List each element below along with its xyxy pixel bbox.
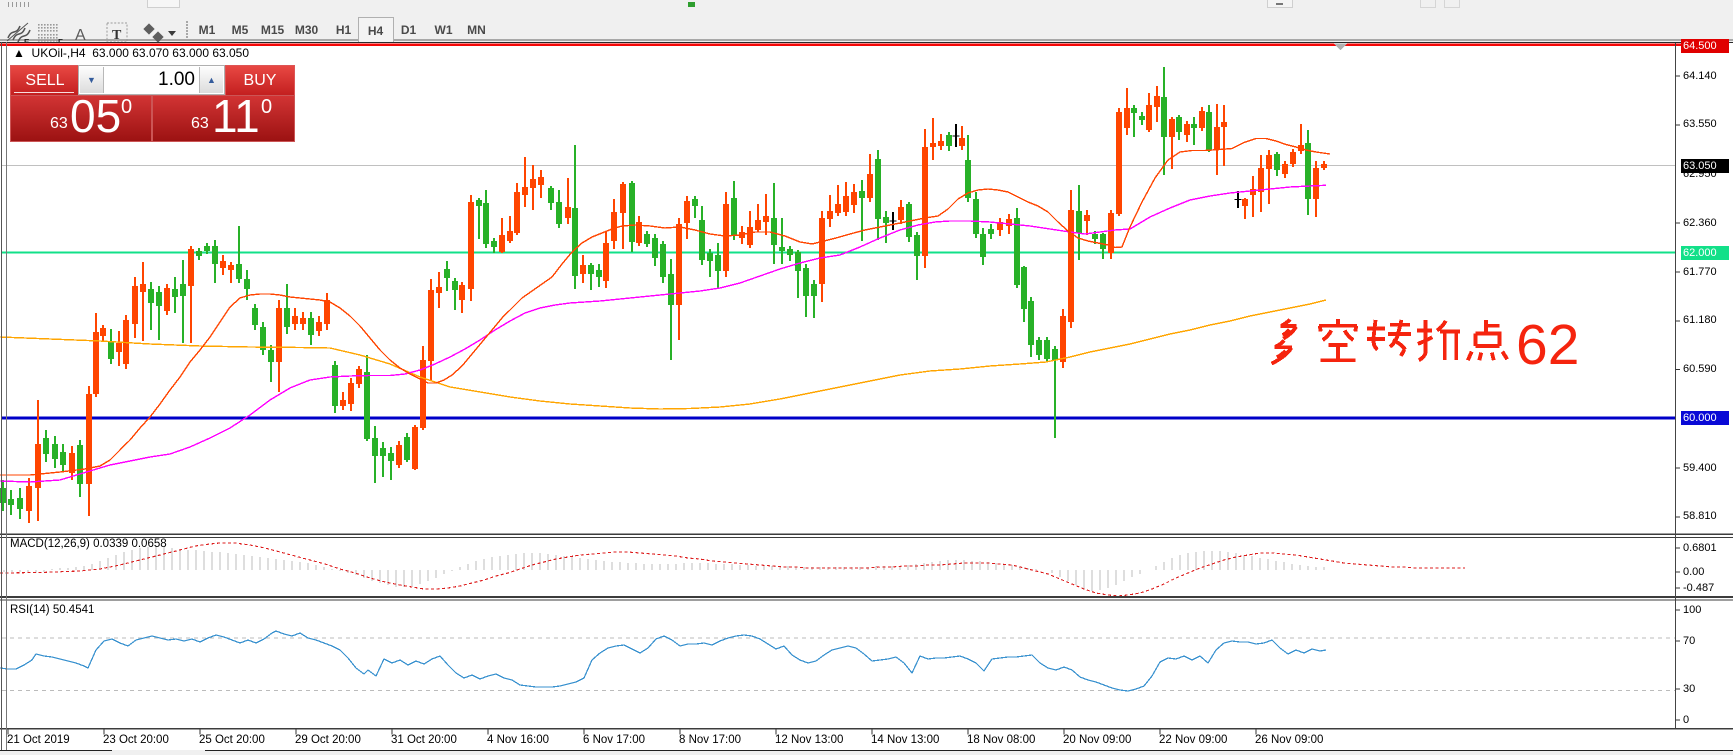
svg-text:A: A [75,27,86,44]
svg-text:T: T [112,28,122,43]
svg-text:62: 62 [1516,313,1579,377]
